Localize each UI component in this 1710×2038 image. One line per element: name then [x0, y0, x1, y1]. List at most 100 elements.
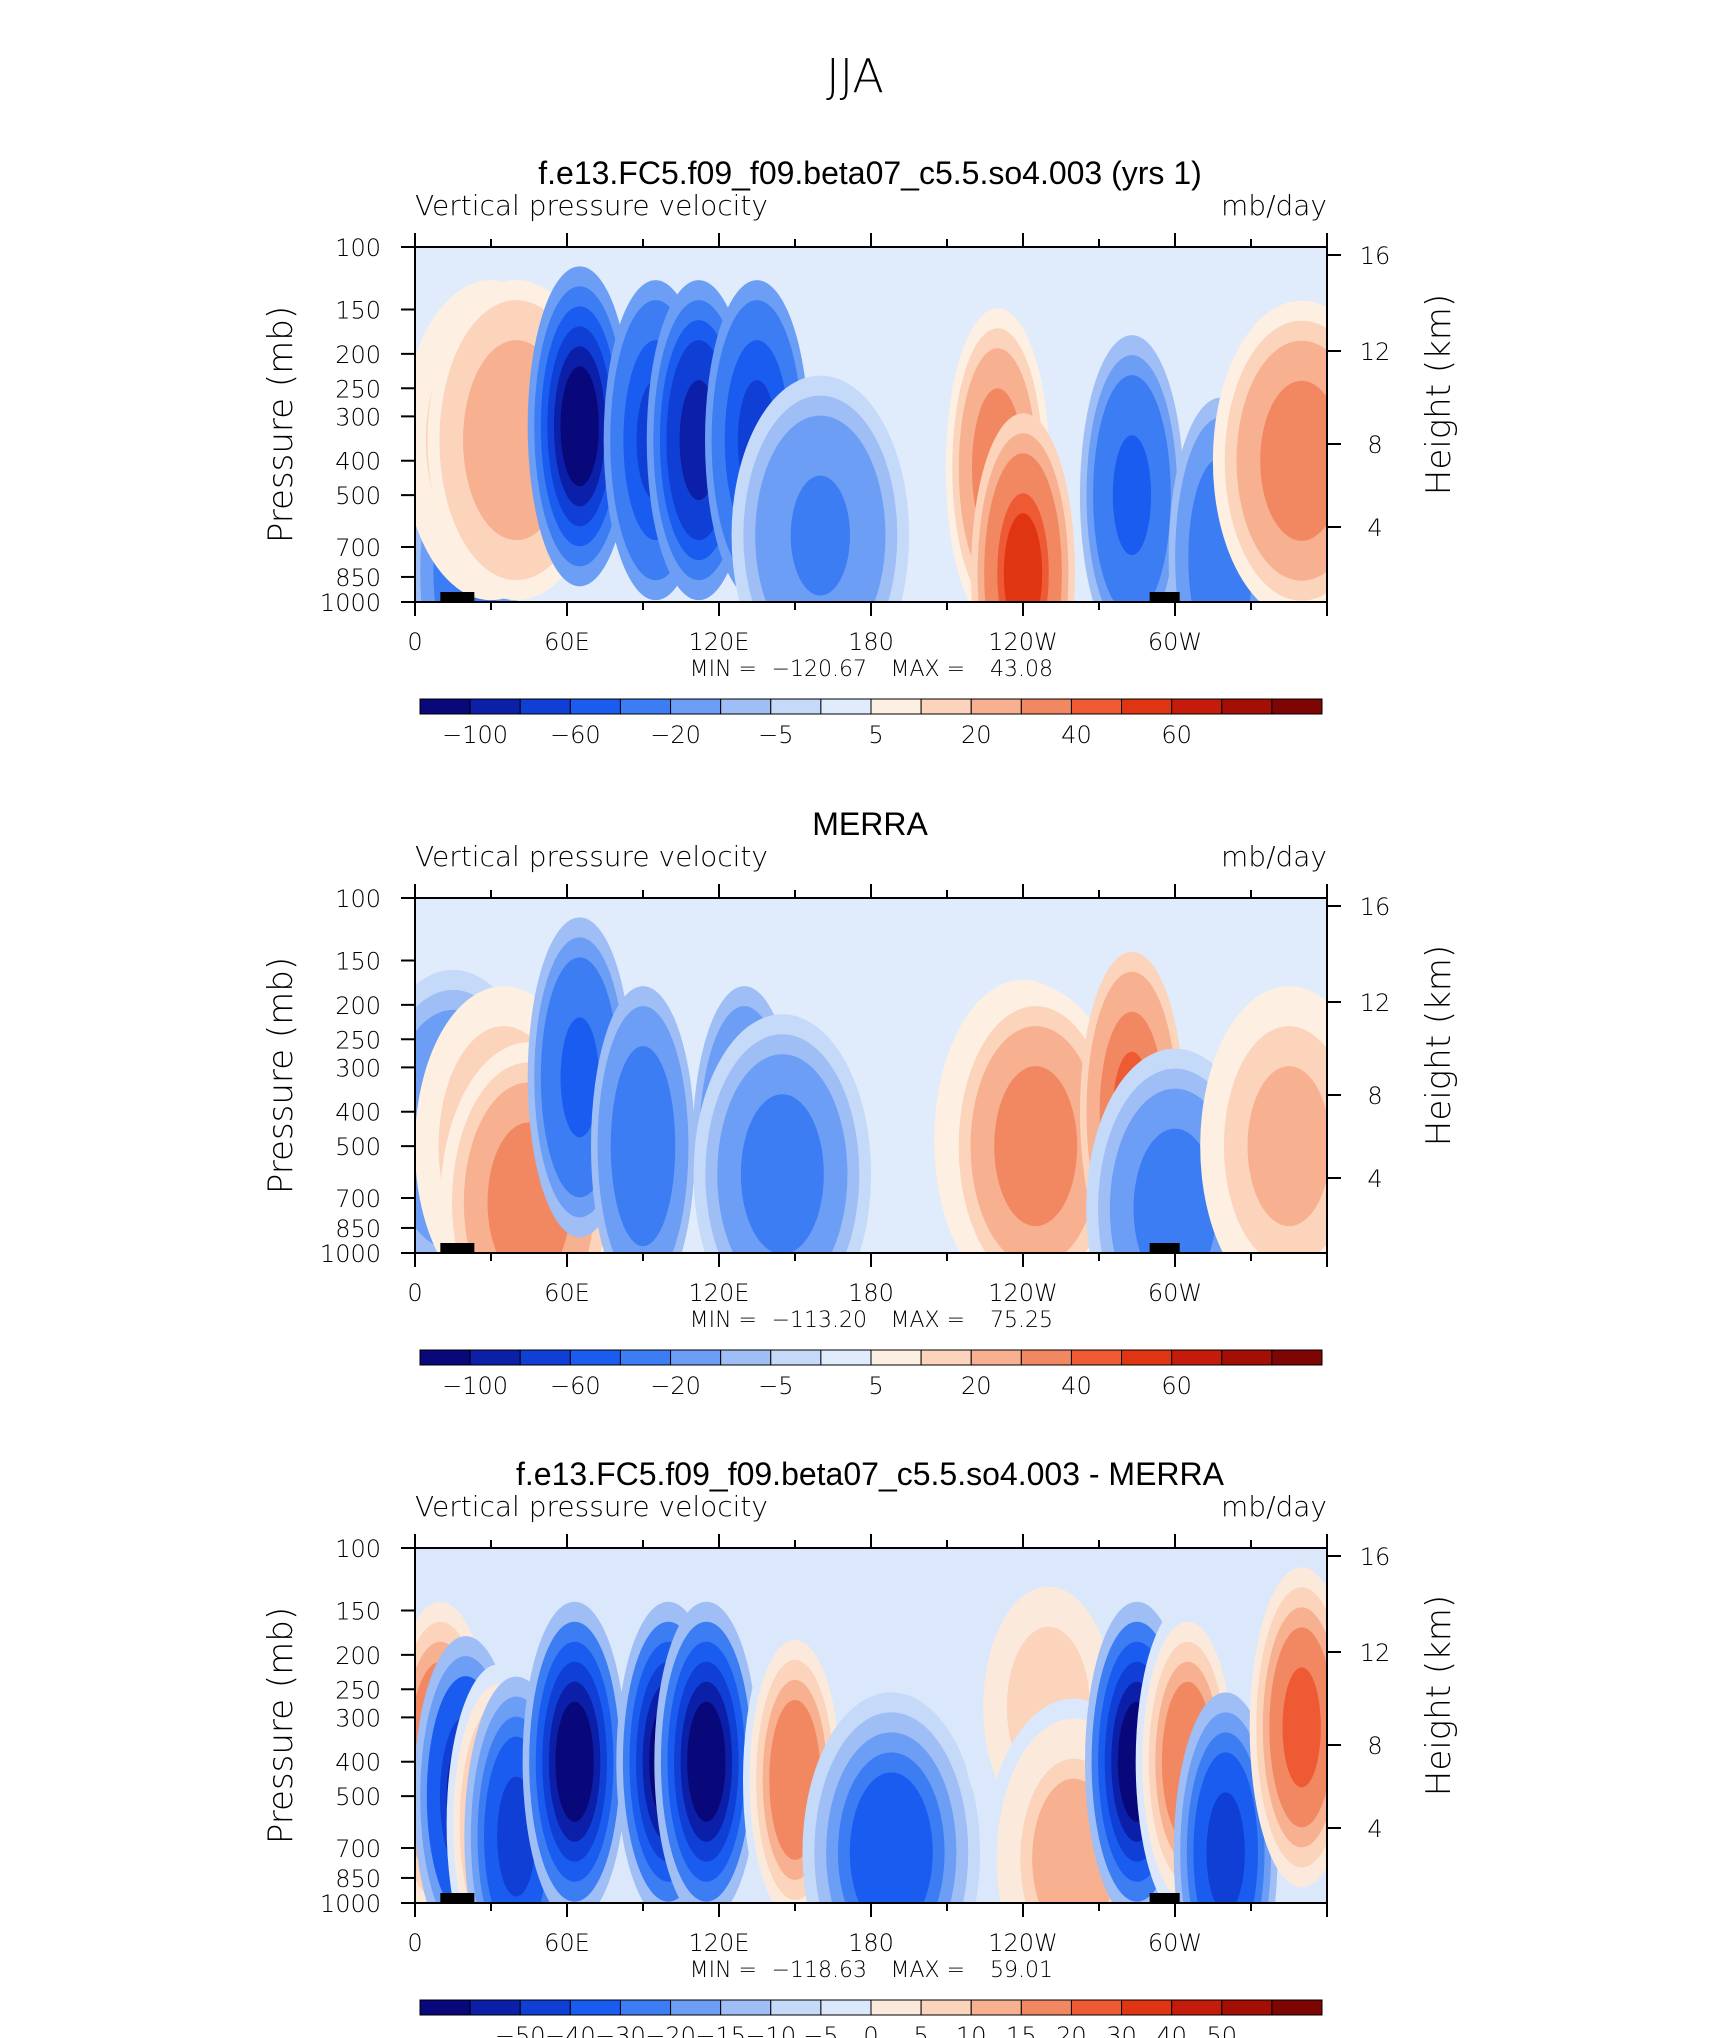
y-tick-label: 250 — [335, 1026, 381, 1054]
colorbar-swatch — [770, 1349, 822, 1366]
y2-axis-label: Height (km) — [1419, 294, 1459, 495]
contour-blob-4-level-6 — [560, 366, 599, 487]
x-tick-label: 120E — [689, 1279, 750, 1307]
colorbar-swatch — [670, 698, 722, 715]
y2-axis-label: Height (km) — [1419, 945, 1459, 1146]
colorbar-label: −50 — [495, 2022, 546, 2038]
right-label: mb/day — [1221, 1490, 1327, 1523]
contour-blob-4-level-6 — [560, 1017, 599, 1138]
panel-title: MERRA — [812, 806, 928, 842]
colorbar-label: 10 — [956, 2022, 987, 2038]
y-tick-label: 850 — [335, 1215, 381, 1243]
colorbar-label: −20 — [650, 721, 701, 749]
colorbar-swatch — [820, 698, 872, 715]
colorbar-swatch — [970, 1999, 1022, 2016]
colorbar-label: −100 — [442, 721, 508, 749]
left-label: Vertical pressure velocity — [415, 1490, 768, 1523]
contour-blob-9-level-6 — [861, 1792, 921, 1903]
colorbar-swatch — [770, 698, 822, 715]
contour-blob-8-level-6 — [775, 1719, 815, 1840]
y-tick-label: 400 — [335, 1099, 381, 1127]
colorbar-label: −40 — [545, 2022, 596, 2038]
panels: f.e13.FC5.f09_f09.beta07_c5.5.so4.003 (y… — [261, 155, 1459, 2038]
y2-tick-label: 8 — [1367, 431, 1382, 459]
topography-block — [1149, 1893, 1180, 1903]
colorbar-label: 5 — [913, 2022, 928, 2038]
colorbar-swatch — [720, 1349, 772, 1366]
colorbar-swatch — [1070, 698, 1123, 715]
contour-field — [415, 1548, 1327, 1903]
colorbar-swatch — [870, 1349, 922, 1366]
colorbar-label: 30 — [1106, 2022, 1137, 2038]
colorbar-swatch — [469, 1999, 521, 2016]
colorbar-swatch — [1271, 1349, 1323, 1366]
contour-blob-11-level-6 — [1145, 1148, 1205, 1253]
colorbar-label: 40 — [1061, 1372, 1092, 1400]
colorbar-label: 50 — [1207, 2022, 1238, 2038]
colorbar-swatch — [569, 698, 621, 715]
colorbar-swatch — [670, 1999, 722, 2016]
colorbar-label: 15 — [1006, 2022, 1037, 2038]
y-tick-label: 400 — [335, 1749, 381, 1777]
y-tick-label: 300 — [335, 1054, 381, 1082]
stat-min-value: −113.20 — [772, 1308, 867, 1333]
x-tick-label: 120W — [988, 628, 1058, 656]
y-tick-label: 150 — [335, 297, 381, 325]
x-tick-label: 0 — [407, 1279, 422, 1307]
colorbar-label: −15 — [695, 2022, 746, 2038]
contour-blob-15-level-6 — [1282, 1667, 1321, 1788]
colorbar-swatch — [720, 1999, 772, 2016]
x-tick-label: 60W — [1148, 1929, 1202, 1957]
season-title: JJA — [826, 49, 884, 103]
x-tick-label: 60W — [1148, 628, 1202, 656]
stat-max-value: 75.25 — [990, 1308, 1053, 1333]
panel-title: f.e13.FC5.f09_f09.beta07_c5.5.so4.003 (y… — [538, 155, 1202, 191]
stat-min-label: MIN = — [690, 1958, 757, 1983]
colorbar-swatch — [1121, 1999, 1173, 2016]
colorbar-swatch — [770, 1999, 822, 2016]
stat-max-label: MAX = — [890, 1308, 965, 1333]
y2-tick-label: 12 — [1360, 338, 1391, 366]
colorbar-label: −30 — [595, 2022, 646, 2038]
y-tick-label: 200 — [335, 992, 381, 1020]
contour-blob-7-level-6 — [687, 1701, 726, 1822]
left-label: Vertical pressure velocity — [415, 189, 768, 222]
colorbar-swatch — [1221, 1999, 1273, 2016]
colorbar-label: 5 — [868, 721, 883, 749]
y-tick-label: 300 — [335, 1704, 381, 1732]
colorbar-label: −20 — [645, 2022, 696, 2038]
colorbar-swatch — [920, 1349, 972, 1366]
contour-blob-11-level-6 — [1044, 1798, 1104, 1903]
contour-blob-7-level-6 — [752, 1114, 812, 1235]
colorbar-swatch — [469, 1349, 521, 1366]
colorbar-label: −60 — [550, 721, 601, 749]
y-tick-label: 150 — [335, 1598, 381, 1626]
y-tick-label: 100 — [335, 1535, 381, 1563]
y-tick-label: 500 — [335, 1133, 381, 1161]
y2-tick-label: 16 — [1360, 1543, 1391, 1571]
contour-blob-13-level-6 — [1272, 400, 1327, 521]
colorbar-label: 40 — [1061, 721, 1092, 749]
x-tick-label: 60E — [544, 1929, 590, 1957]
x-tick-label: 120E — [689, 1929, 750, 1957]
panel-title: f.e13.FC5.f09_f09.beta07_c5.5.so4.003 - … — [516, 1456, 1225, 1492]
y-tick-label: 250 — [335, 1676, 381, 1704]
colorbar-label: 20 — [961, 1372, 992, 1400]
contour-field — [415, 898, 1327, 1253]
colorbar-swatch — [820, 1349, 872, 1366]
x-tick-label: 0 — [407, 1929, 422, 1957]
topography-block — [1149, 1243, 1180, 1253]
y-tick-label: 850 — [335, 564, 381, 592]
y2-tick-label: 16 — [1360, 893, 1391, 921]
y-tick-label: 700 — [335, 534, 381, 562]
colorbar-swatch — [569, 1999, 621, 2016]
colorbar: −100 −60 −20 −5 5 20 40 60 — [419, 1349, 1323, 1400]
stat-max-value: 59.01 — [990, 1958, 1053, 1983]
colorbar-swatch — [1020, 1349, 1072, 1366]
colorbar-swatch — [1121, 1349, 1173, 1366]
y-tick-label: 500 — [335, 1783, 381, 1811]
contour-field — [415, 247, 1327, 602]
left-label: Vertical pressure velocity — [415, 840, 768, 873]
colorbar-label: −60 — [550, 1372, 601, 1400]
colorbar: −50 −40 −30 −20 −15 −10 −5 0 5 10 15 20 30 40 50 — [419, 1999, 1323, 2038]
